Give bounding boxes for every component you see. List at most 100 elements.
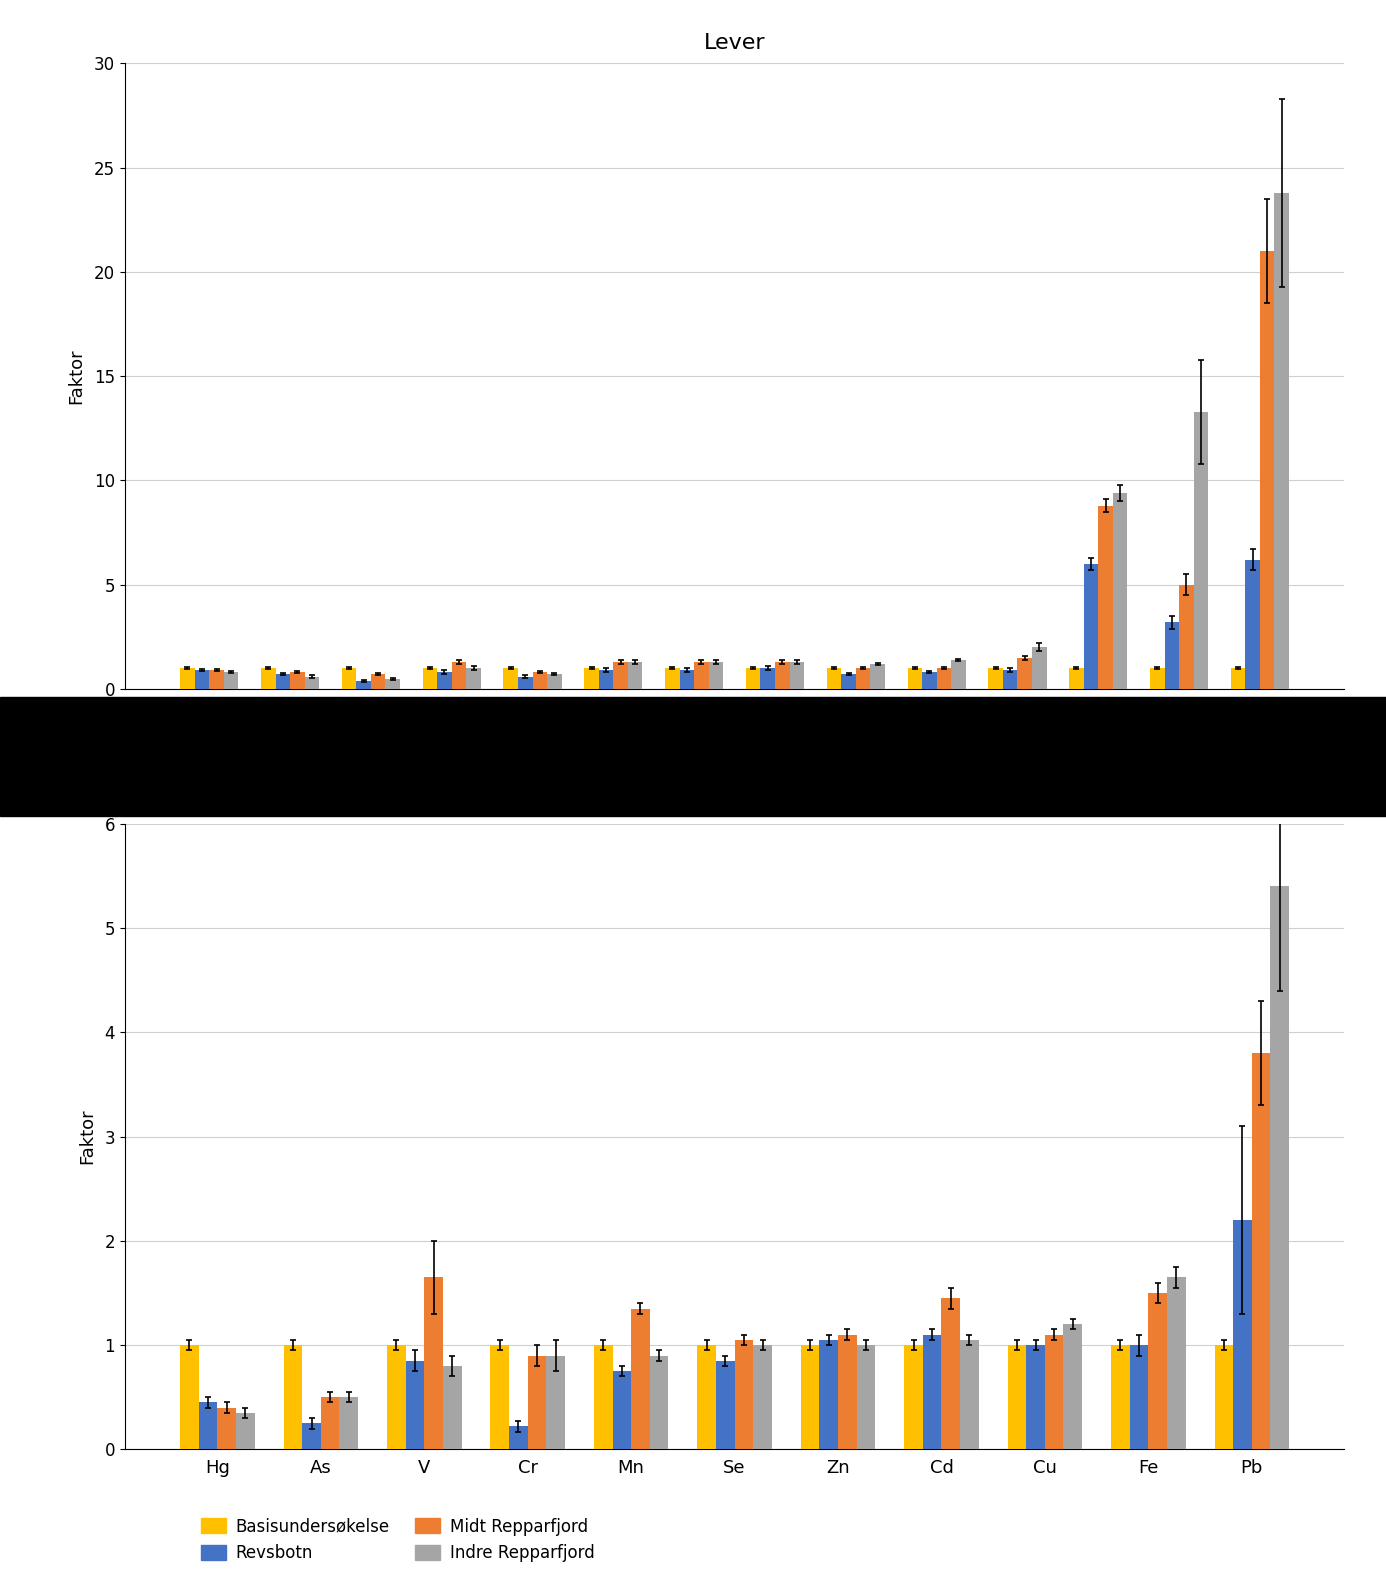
Bar (340, 1397, 358, 1449)
Bar (1130, 1345, 1149, 1449)
Bar (1008, 1345, 1026, 1449)
Bar (532, 672, 547, 689)
Bar (276, 675, 290, 689)
Bar (1179, 584, 1193, 689)
Bar (1252, 1053, 1271, 1449)
Bar (194, 670, 209, 689)
Bar (209, 670, 223, 689)
Bar (466, 668, 481, 689)
Bar (753, 1345, 772, 1449)
Bar (613, 1372, 631, 1449)
Bar (1003, 670, 1017, 689)
Bar (1246, 559, 1260, 689)
Bar (437, 672, 452, 689)
Bar (923, 1335, 941, 1449)
Bar (801, 1345, 819, 1449)
Bar (198, 1402, 218, 1449)
Bar (937, 668, 951, 689)
Bar (1149, 1293, 1167, 1449)
Bar (941, 1299, 960, 1449)
Bar (371, 675, 385, 689)
Y-axis label: Faktor: Faktor (78, 1109, 96, 1164)
Bar (679, 670, 694, 689)
Bar (342, 668, 356, 689)
Bar (904, 1345, 923, 1449)
Bar (503, 668, 518, 689)
Title: Muskel: Muskel (696, 794, 773, 814)
Bar (922, 672, 937, 689)
Bar (826, 668, 841, 689)
Bar (735, 1340, 753, 1449)
Bar (302, 1424, 320, 1449)
Bar (708, 662, 723, 689)
Bar (595, 1345, 613, 1449)
Bar (385, 678, 401, 689)
Legend: Basisundersøkelse, Revsbotn, Midt Repparfjord, Indre Repparfjord: Basisundersøkelse, Revsbotn, Midt Reppar… (194, 1511, 602, 1568)
Bar (528, 1356, 546, 1449)
Bar (1063, 1324, 1082, 1449)
Bar (236, 1413, 255, 1449)
Bar (387, 1345, 406, 1449)
Bar (1045, 1335, 1063, 1449)
Bar (960, 1340, 979, 1449)
Bar (761, 668, 775, 689)
Bar (1112, 1345, 1130, 1449)
Bar (1231, 668, 1246, 689)
Bar (1113, 493, 1127, 689)
Bar (424, 1277, 444, 1449)
Bar (839, 1335, 857, 1449)
Bar (1167, 1277, 1185, 1449)
Y-axis label: Faktor: Faktor (68, 348, 86, 404)
Bar (284, 1345, 302, 1449)
Bar (1098, 505, 1113, 689)
Bar (746, 668, 761, 689)
Bar (1234, 1220, 1252, 1449)
Bar (180, 668, 194, 689)
Bar (665, 668, 679, 689)
Bar (951, 661, 966, 689)
Bar (855, 668, 870, 689)
Bar (218, 1408, 236, 1449)
Bar (717, 1361, 735, 1449)
Bar (180, 1345, 198, 1449)
Bar (988, 668, 1003, 689)
Bar (223, 672, 238, 689)
Bar (908, 668, 922, 689)
Bar (775, 662, 790, 689)
Bar (1214, 1345, 1234, 1449)
Bar (290, 672, 305, 689)
Bar (406, 1361, 424, 1449)
Bar (444, 1365, 462, 1449)
Bar (819, 1340, 839, 1449)
Bar (1150, 668, 1164, 689)
Bar (585, 668, 599, 689)
Bar (546, 1356, 565, 1449)
Bar (423, 668, 437, 689)
Bar (491, 1345, 509, 1449)
Bar (631, 1308, 650, 1449)
Bar (518, 676, 532, 689)
Bar (870, 664, 884, 689)
Bar (1275, 193, 1289, 689)
Bar (1033, 648, 1046, 689)
Bar (356, 681, 371, 689)
Bar (697, 1345, 717, 1449)
Bar (1164, 623, 1179, 689)
Bar (1260, 250, 1275, 689)
Bar (628, 662, 643, 689)
Bar (694, 662, 708, 689)
Bar (320, 1397, 340, 1449)
Bar (1271, 885, 1289, 1449)
Bar (1069, 668, 1084, 689)
Bar (509, 1427, 528, 1449)
Title: Lever: Lever (704, 33, 765, 54)
Legend: Basisundersøkelse, Revsbotn, Midt Repparfjord, Indre Repparfjord: Basisundersøkelse, Revsbotn, Midt Reppar… (194, 722, 602, 779)
Bar (1017, 657, 1033, 689)
Bar (305, 676, 319, 689)
Bar (1193, 412, 1209, 689)
Bar (650, 1356, 668, 1449)
Bar (790, 662, 804, 689)
Bar (857, 1345, 875, 1449)
Bar (452, 662, 466, 689)
Bar (841, 675, 855, 689)
